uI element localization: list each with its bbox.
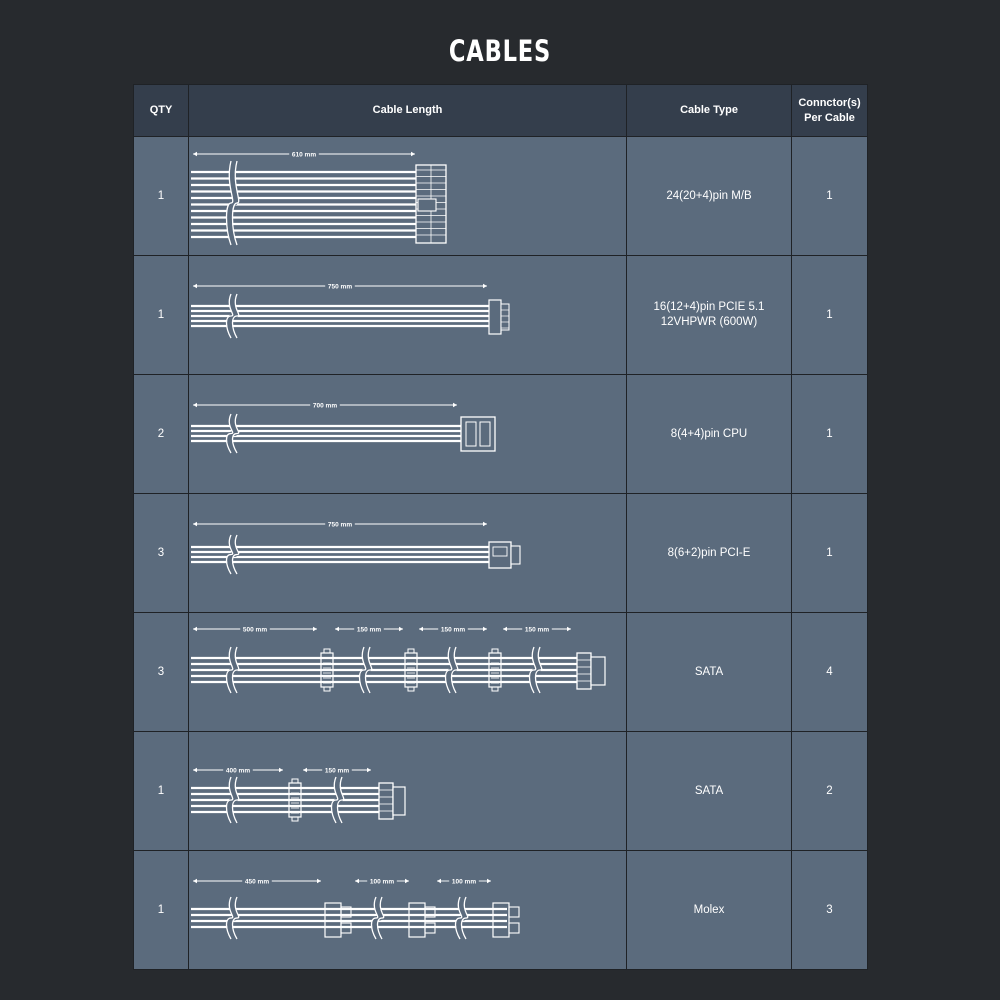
cable-diagram-cell: 610 mm: [188, 136, 627, 256]
length-dimension: 100 mm: [355, 878, 409, 885]
cable-type-cell: 16(12+4)pin PCIE 5.1 12VHPWR (600W): [626, 255, 792, 375]
length-label: 450 mm: [245, 878, 269, 885]
length-header: Cable Length: [188, 84, 627, 137]
table-row: 1 400 mm 150 mm SATA 2: [133, 731, 868, 851]
cable-diagram: 750 mm: [191, 521, 521, 576]
length-dimension: 150 mm: [335, 626, 403, 633]
page-title: CABLES: [448, 34, 552, 68]
cable-type-label: Molex: [693, 903, 725, 916]
length-label: 400 mm: [226, 767, 250, 774]
cable-diagram: 750 mm: [191, 283, 510, 340]
connectors-cell: 1: [791, 493, 868, 613]
table-row: 2 700 mm 8(4+4)pin CPU 1: [133, 374, 868, 494]
cable-type-label: SATA: [694, 665, 724, 678]
connectors-header-label: Connctor(s) Per Cable: [798, 96, 861, 124]
qty-cell: 1: [133, 731, 189, 851]
length-label: 610 mm: [292, 151, 316, 158]
cable-diagram: 450 mm 100 mm 100 mm: [191, 878, 520, 941]
atx-24pin-connector-icon: [415, 164, 447, 244]
cables-table: QTY Cable Length Cable Type Connctor(s) …: [133, 84, 868, 970]
table-row: 1 450 mm 100 mm 100 mm Molex 3: [133, 850, 868, 970]
cable-type-label: 16(12+4)pin PCIE 5.1 12VHPWR (600W): [653, 301, 765, 328]
cpu-8pin-connector-icon: [460, 416, 496, 452]
connectors-cell: 4: [791, 612, 868, 732]
molex-connector-icon: [324, 902, 352, 938]
cable-type-cell: Molex: [626, 850, 792, 970]
cable-diagram-cell: 400 mm 150 mm: [188, 731, 627, 851]
cable-diagram: 610 mm: [191, 151, 447, 246]
cable-type-cell: 24(20+4)pin M/B: [626, 136, 792, 256]
qty-cell: 1: [133, 255, 189, 375]
qty-cell: 1: [133, 850, 189, 970]
connectors-cell: 1: [791, 255, 868, 375]
sata-connector-icon: [488, 648, 502, 692]
cable-type-cell: SATA: [626, 731, 792, 851]
length-dimension: 500 mm: [193, 626, 317, 633]
table-row: 1 750 mm 16(12+4)pin PCIE 5.1 12VHPWR (600…: [133, 255, 868, 375]
sata-connector-icon: [320, 648, 334, 692]
length-label: 150 mm: [441, 626, 465, 633]
cable-type-cell: 8(4+4)pin CPU: [626, 374, 792, 494]
length-dimension: 100 mm: [437, 878, 491, 885]
12vhpwr-connector-icon: [488, 299, 510, 335]
cable-diagram: 500 mm 150 mm 150 mm 150 mm: [191, 626, 606, 695]
connectors-cell: 1: [791, 374, 868, 494]
cable-type-label: 8(4+4)pin CPU: [670, 427, 748, 440]
cable-diagram-cell: 750 mm: [188, 493, 627, 613]
molex-connector-icon: [492, 902, 520, 938]
type-header: Cable Type: [626, 84, 792, 137]
length-dimension: 150 mm: [303, 767, 371, 774]
qty-cell: 3: [133, 612, 189, 732]
qty-cell: 1: [133, 136, 189, 256]
cable-type-label: 8(6+2)pin PCI-E: [667, 546, 751, 559]
length-dimension: 450 mm: [193, 878, 321, 885]
sata-end-connector-icon: [576, 652, 606, 690]
sata-connector-icon: [404, 648, 418, 692]
length-dimension: 400 mm: [193, 767, 283, 774]
cable-diagram-cell: 500 mm 150 mm 150 mm 150 mm: [188, 612, 627, 732]
length-dimension: 150 mm: [503, 626, 571, 633]
cable-diagram: 700 mm: [191, 402, 496, 455]
cable-diagram: 400 mm 150 mm: [191, 767, 406, 825]
length-dimension: 610 mm: [193, 151, 415, 158]
cable-type-cell: SATA: [626, 612, 792, 732]
cable-diagram-cell: 750 mm: [188, 255, 627, 375]
length-dimension: 750 mm: [193, 521, 487, 528]
molex-connector-icon: [408, 902, 436, 938]
table-row: 1 610 mm 24(20+4)pin M/B 1: [133, 136, 868, 256]
table-row: 3 750 mm 8(6+2)pin PCI-E 1: [133, 493, 868, 613]
connectors-cell: 1: [791, 136, 868, 256]
pcie-8pin-connector-icon: [488, 541, 521, 569]
connectors-header: Connctor(s) Per Cable: [791, 84, 868, 137]
qty-header: QTY: [133, 84, 189, 137]
length-label: 100 mm: [370, 878, 394, 885]
length-label: 750 mm: [328, 521, 352, 528]
length-label: 150 mm: [357, 626, 381, 633]
length-label: 700 mm: [313, 402, 337, 409]
table-row: 3 500 mm 150 mm 150 mm 150 mm SATA 4: [133, 612, 868, 732]
cable-type-label: 24(20+4)pin M/B: [666, 189, 752, 202]
sata-connector-icon: [288, 778, 302, 822]
qty-cell: 3: [133, 493, 189, 613]
length-label: 500 mm: [243, 626, 267, 633]
length-label: 150 mm: [325, 767, 349, 774]
length-label: 750 mm: [328, 283, 352, 290]
connectors-cell: 2: [791, 731, 868, 851]
cable-type-label: SATA: [694, 784, 724, 797]
cable-diagram-cell: 450 mm 100 mm 100 mm: [188, 850, 627, 970]
length-dimension: 750 mm: [193, 283, 487, 290]
qty-cell: 2: [133, 374, 189, 494]
length-label: 150 mm: [525, 626, 549, 633]
length-dimension: 150 mm: [419, 626, 487, 633]
cable-diagram-cell: 700 mm: [188, 374, 627, 494]
length-dimension: 700 mm: [193, 402, 457, 409]
connectors-cell: 3: [791, 850, 868, 970]
header-row: QTY Cable Length Cable Type Connctor(s) …: [133, 84, 868, 137]
sata-end-connector-icon: [378, 782, 406, 820]
length-label: 100 mm: [452, 878, 476, 885]
cable-type-cell: 8(6+2)pin PCI-E: [626, 493, 792, 613]
